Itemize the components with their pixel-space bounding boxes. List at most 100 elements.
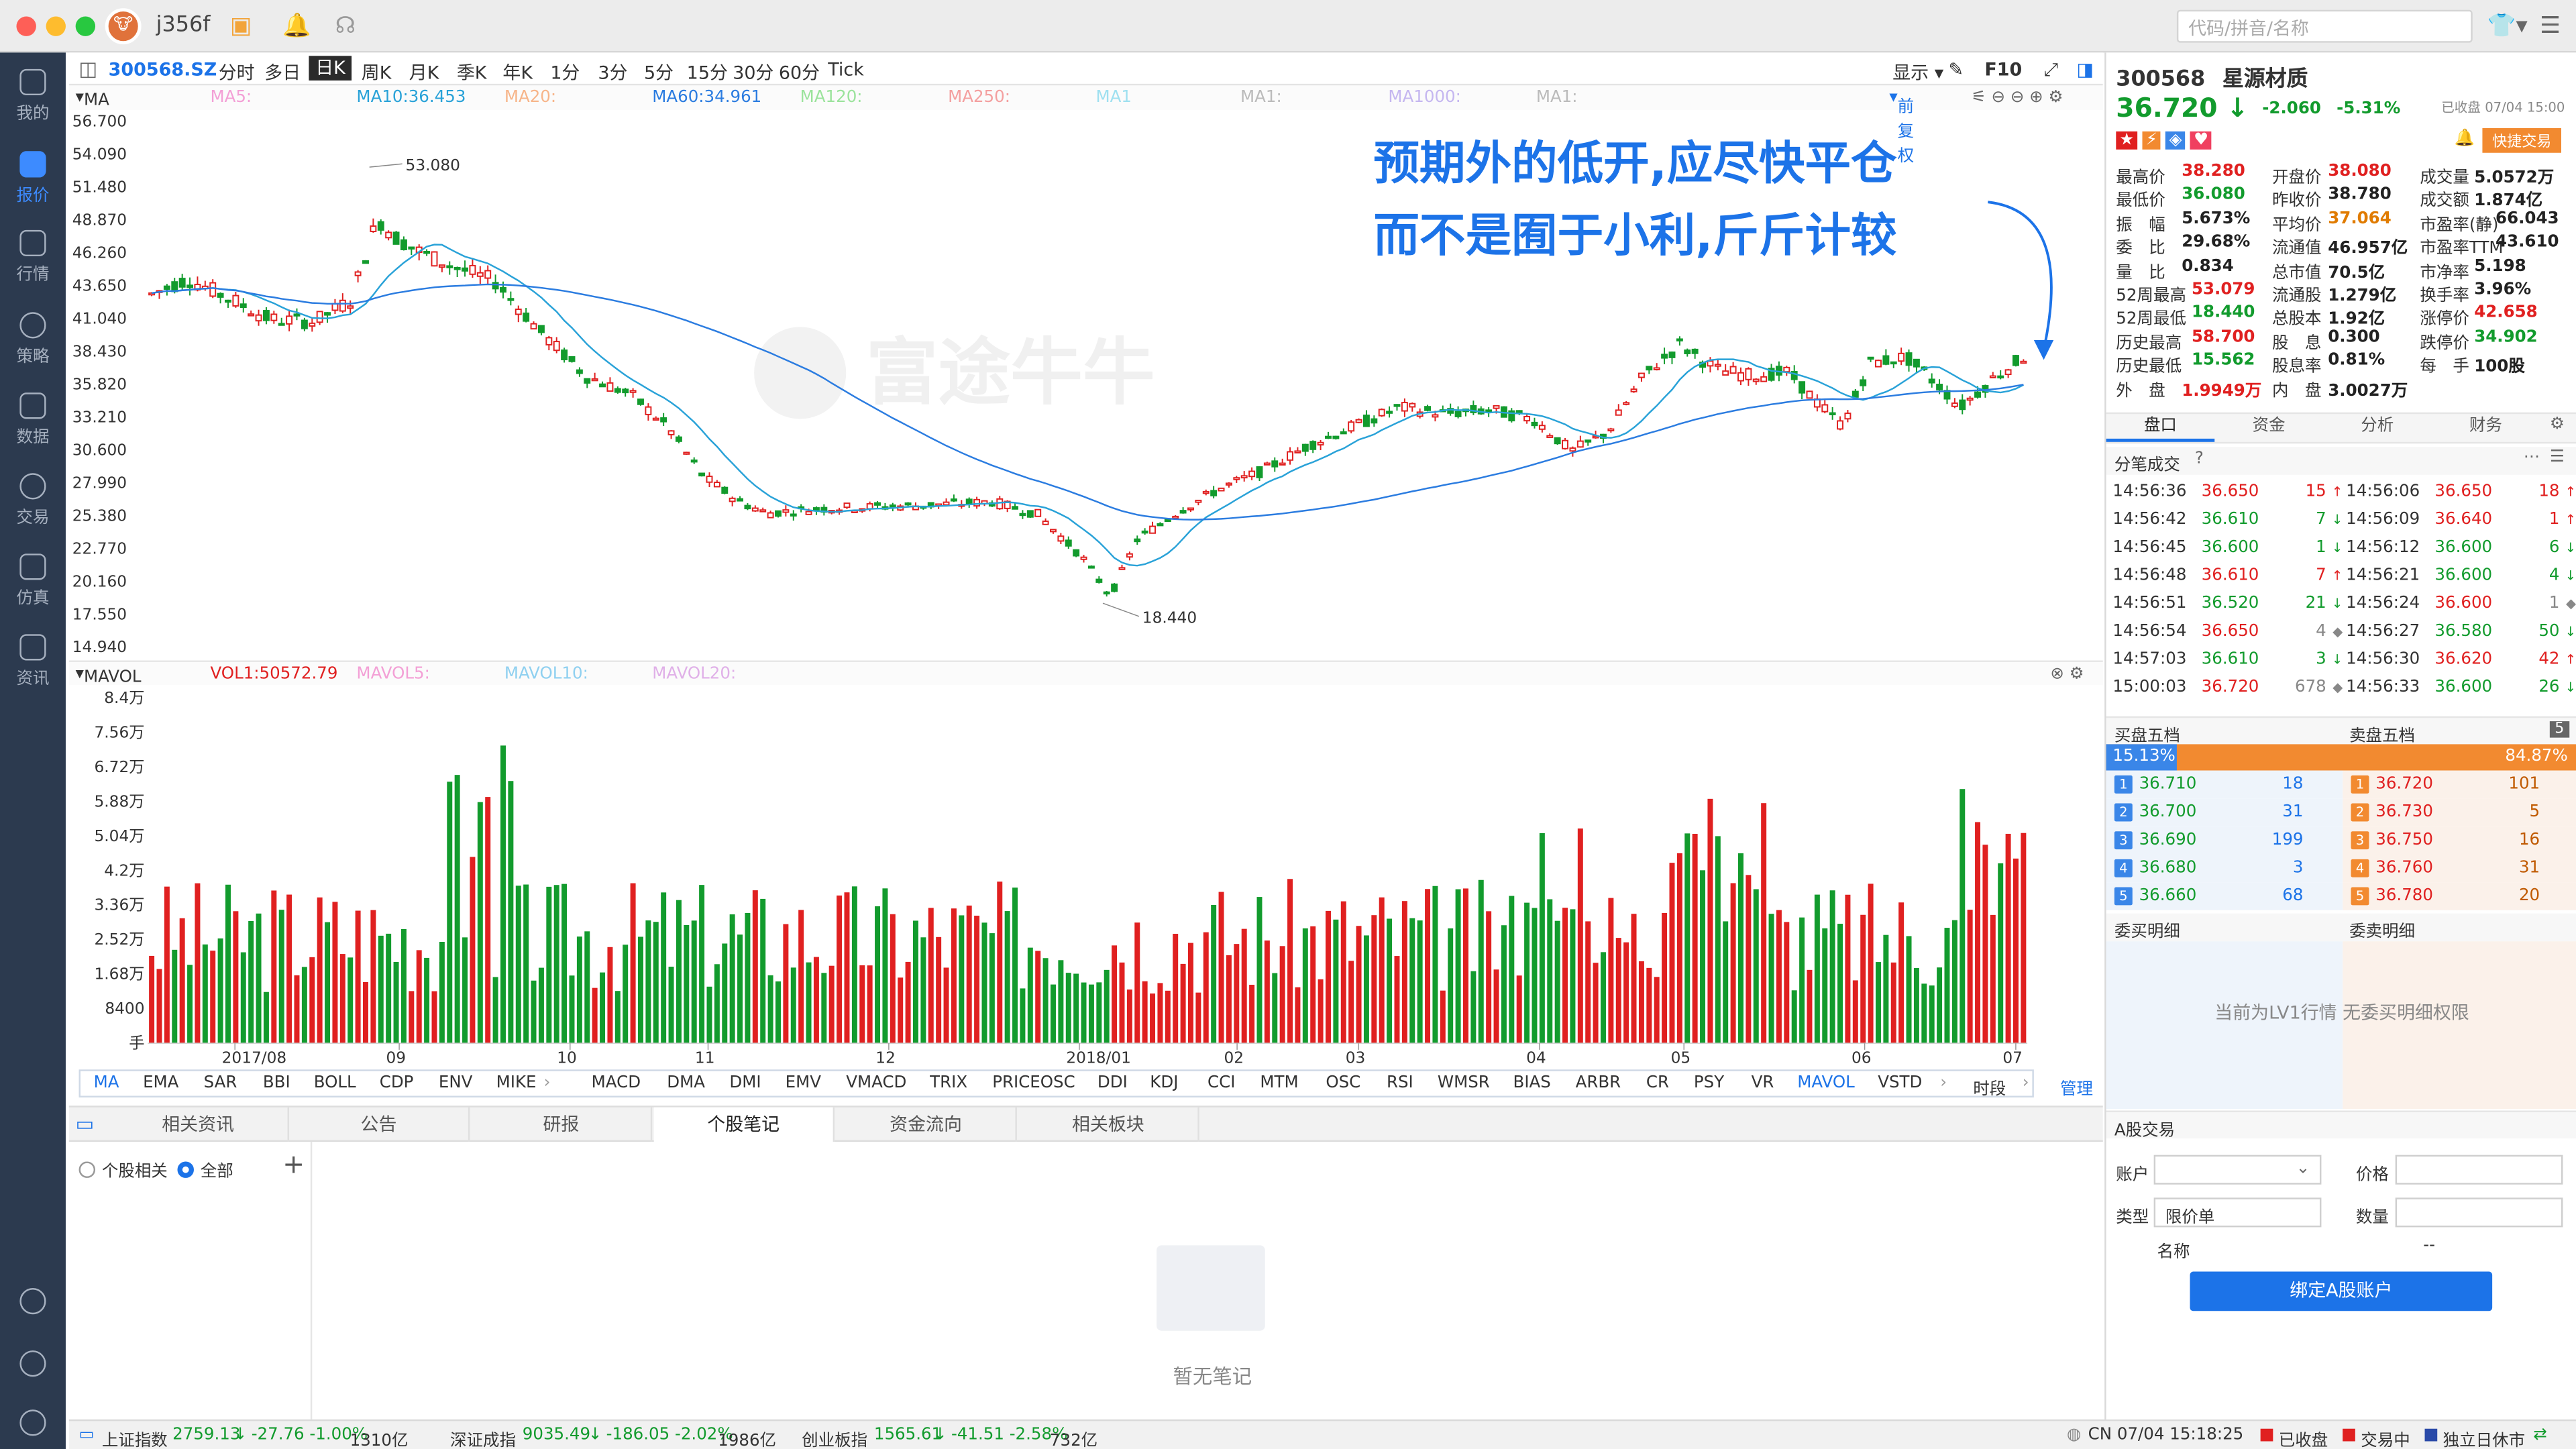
indicator-item[interactable]: SAR <box>203 1074 237 1093</box>
avatar[interactable]: 🐮 <box>105 8 142 45</box>
sidebar-item-data[interactable]: 数据 <box>0 392 66 447</box>
volume-chart[interactable]: 8.4万 7.56万 6.72万 5.88万 5.04万 4.2万 3.36万 2.52万 1.… <box>69 685 2103 1068</box>
period-tab[interactable]: 季K <box>456 62 487 84</box>
fullscreen-icon[interactable]: ⤢ <box>2043 59 2059 81</box>
sidebar-toggle-icon[interactable]: ◫ <box>78 57 98 81</box>
indicator-item[interactable]: EMV <box>785 1074 822 1093</box>
bid-row[interactable]: 4 36.680 3 <box>2106 854 2343 883</box>
minimize-window-button[interactable] <box>46 16 66 36</box>
indicator-item[interactable]: BBI <box>262 1074 290 1093</box>
period-tab[interactable]: 多日 <box>264 62 301 84</box>
mavol-title[interactable]: ▾ MAVOL <box>75 665 142 687</box>
sidebar-item-trade[interactable]: 交易 <box>0 473 66 527</box>
tab-announcements[interactable]: 公告 <box>289 1107 470 1142</box>
heart-icon[interactable]: ♥ <box>2190 131 2212 150</box>
username[interactable]: j356f <box>156 13 211 38</box>
headset-icon[interactable]: ☊ <box>335 13 356 40</box>
bell-icon[interactable]: 🔔 <box>282 13 311 40</box>
sidebar-item-strategy[interactable]: 策略 <box>0 312 66 366</box>
indicator-item[interactable]: BIAS <box>1513 1074 1551 1093</box>
period-tab[interactable]: 年K <box>502 62 533 84</box>
indicator-item[interactable]: CR <box>1646 1074 1670 1093</box>
indicator-item[interactable]: PSY <box>1693 1074 1725 1093</box>
indicator-item[interactable]: VMACD <box>846 1074 907 1093</box>
restore-dropdown[interactable]: ▾ 前复权 <box>1889 89 1915 166</box>
ask-row[interactable]: 4 36.760 31 <box>2343 854 2576 883</box>
indicator-item[interactable]: 时段 <box>1973 1081 2006 1099</box>
indicator-item[interactable]: KDJ <box>1150 1074 1179 1093</box>
search-input[interactable]: 代码/拼音/名称 <box>2176 9 2473 43</box>
indicator-item[interactable]: DDI <box>1097 1074 1128 1093</box>
moon-icon[interactable] <box>0 1350 66 1380</box>
indicator-item[interactable]: CCI <box>1208 1074 1236 1093</box>
bid-row[interactable]: 2 36.700 31 <box>2106 798 2343 826</box>
filter-stock-radio[interactable]: 个股相关 <box>78 1157 168 1181</box>
indicator-item[interactable]: MIKE <box>496 1074 537 1093</box>
ask-row[interactable]: 2 36.730 5 <box>2343 798 2576 826</box>
period-tab[interactable]: 30分 <box>733 62 774 84</box>
display-menu[interactable]: 显示 ▾ <box>1892 62 1944 84</box>
layout-icon[interactable]: ◨ <box>2076 59 2094 81</box>
sidebar-item-quotes[interactable]: 报价 <box>0 151 66 205</box>
period-tab[interactable]: 周K <box>361 62 392 84</box>
indicator-item[interactable]: CDP <box>379 1074 414 1093</box>
tab-research[interactable]: 研报 <box>472 1107 653 1142</box>
sidebar-item-market[interactable]: 行情 <box>0 229 66 284</box>
indicator-item[interactable]: RSI <box>1386 1074 1413 1093</box>
tab-finance[interactable]: 财务 <box>2469 417 2502 435</box>
ask-row[interactable]: 5 36.780 20 <box>2343 882 2576 910</box>
tab-related-sectors[interactable]: 相关板块 <box>1018 1107 1199 1142</box>
list-icon[interactable]: ☰ <box>2549 448 2565 467</box>
fast-trade-button[interactable]: 快捷交易 <box>2482 128 2562 153</box>
ask-row[interactable]: 1 36.720 101 <box>2343 770 2576 799</box>
tab-funds[interactable]: 资金 <box>2252 417 2286 435</box>
chevron-right-icon[interactable]: › <box>543 1074 551 1093</box>
indicator-item[interactable]: VR <box>1751 1074 1774 1093</box>
account-select[interactable]: ⌄ <box>2153 1155 2322 1185</box>
help-icon[interactable]: ? <box>2194 450 2204 468</box>
indicator-item[interactable]: DMA <box>667 1074 706 1093</box>
ma-legend-title[interactable]: ▾candlestickMA <box>75 89 109 111</box>
sh-index-name[interactable]: 上证指数 <box>101 1432 168 1449</box>
tab-stock-notes[interactable]: 个股笔记 <box>653 1107 835 1142</box>
period-tab[interactable]: 月K <box>409 62 439 84</box>
bid-row[interactable]: 5 36.660 68 <box>2106 882 2343 910</box>
sidebar-item-simulate[interactable]: 仿真 <box>0 553 66 608</box>
indicator-item[interactable]: MA <box>93 1074 119 1093</box>
indicator-item[interactable]: PRICEOSC <box>992 1074 1075 1093</box>
connection-icon[interactable]: ⇄ <box>2533 1426 2547 1444</box>
indicator-manage-link[interactable]: 管理 <box>2060 1081 2094 1099</box>
period-tab[interactable]: 15分 <box>686 62 728 84</box>
skin-icon[interactable]: 👕▾ <box>2487 13 2528 40</box>
sz-index-name[interactable]: 深证成指 <box>450 1432 516 1449</box>
vip-icon[interactable]: ▣ <box>229 13 252 40</box>
indicator-item[interactable]: BOLL <box>313 1074 356 1093</box>
more-icon[interactable]: ⋯ <box>2523 448 2540 467</box>
indicator-item[interactable]: TRIX <box>930 1074 968 1093</box>
indicator-item[interactable]: MAVOL <box>1797 1074 1855 1093</box>
zoom-window-button[interactable] <box>75 16 96 36</box>
bid-row[interactable]: 1 36.710 18 <box>2106 770 2343 799</box>
tab-related-news[interactable]: 相关资讯 <box>109 1107 290 1142</box>
indicator-item[interactable]: ENV <box>438 1074 473 1093</box>
quote-settings-icon[interactable]: ⚙ <box>2549 415 2565 434</box>
period-tab[interactable]: 60分 <box>778 62 820 84</box>
tab-orderbook[interactable]: 盘口 <box>2106 413 2215 442</box>
period-tab[interactable]: 3分 <box>598 62 628 84</box>
period-tab[interactable]: Tick <box>828 59 864 81</box>
bid-row[interactable]: 3 36.690 199 <box>2106 826 2343 855</box>
add-note-button[interactable]: + <box>282 1148 305 1180</box>
order-type-select[interactable]: 限价单 <box>2153 1197 2322 1228</box>
cy-index-name[interactable]: 创业板指 <box>802 1432 868 1449</box>
f10-button[interactable]: F10 <box>1984 59 2023 81</box>
qty-input[interactable] <box>2395 1197 2563 1228</box>
ask-row[interactable]: 3 36.750 16 <box>2343 826 2576 855</box>
settings-icon[interactable] <box>0 1409 66 1439</box>
bind-account-button[interactable]: 绑定A股账户 <box>2190 1271 2493 1311</box>
sidebar-item-mine[interactable]: 我的 <box>0 68 66 123</box>
panel-toggle-icon[interactable]: ▭ <box>75 1112 95 1136</box>
menu-icon[interactable]: ☰ <box>2540 13 2561 40</box>
indicator-item[interactable]: MTM <box>1260 1074 1299 1093</box>
chevron-right-icon[interactable]: › <box>1940 1074 1947 1093</box>
pen-icon[interactable]: ✎ <box>1948 59 1964 81</box>
